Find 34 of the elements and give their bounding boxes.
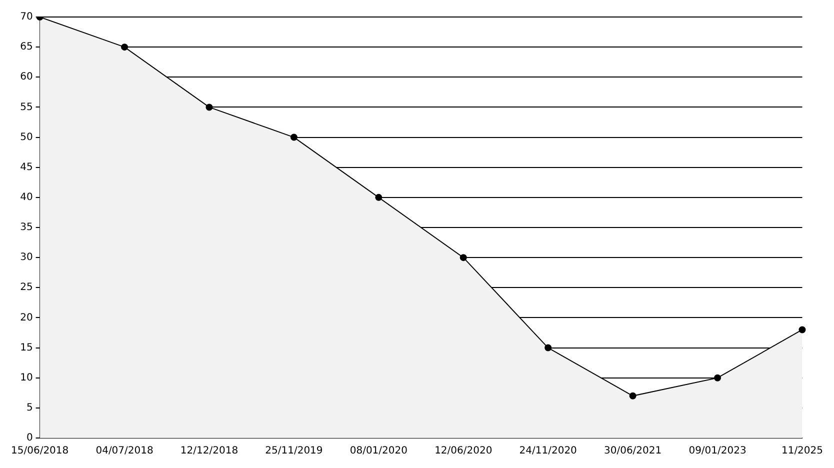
y-tick-label: 15 [20,342,33,354]
y-tick-label: 70 [20,12,33,23]
point [290,134,298,141]
y-tick-label: 10 [20,372,33,384]
y-tick-label: 50 [20,132,33,143]
y-tick-label: 55 [20,102,33,113]
x-tick-label: 04/07/2018 [96,446,154,457]
point [629,392,636,400]
x-tick-label: 15/06/2018 [11,446,69,457]
point [206,104,213,111]
y-tick-label: 0 [26,432,33,444]
x-tick-label: 11/2025 [781,446,823,457]
x-tick-label: 08/01/2020 [350,446,408,457]
point [375,194,382,201]
x-tick-label: 25/11/2019 [265,446,323,457]
point [121,44,128,51]
x-tick-label: 12/12/2018 [180,446,238,457]
y-tick-label: 65 [20,42,33,53]
point [544,344,552,352]
y-tick-label: 25 [20,282,33,294]
point [798,326,806,334]
y-tick-label: 60 [20,72,33,83]
point [460,254,467,262]
x-tick-label: 12/06/2020 [434,446,492,457]
x-tick-label: 30/06/2021 [604,446,662,457]
y-tick-label: 45 [20,162,33,173]
y-tick-label: 5 [26,402,33,414]
x-tick-label: 09/01/2023 [688,446,746,457]
y-tick-label: 20 [20,312,33,324]
y-tick-label: 35 [20,222,33,234]
y-tick-label: 40 [20,192,33,204]
x-tick-label: 24/11/2020 [519,446,577,457]
point [714,374,722,382]
y-tick-label: 30 [20,252,33,264]
